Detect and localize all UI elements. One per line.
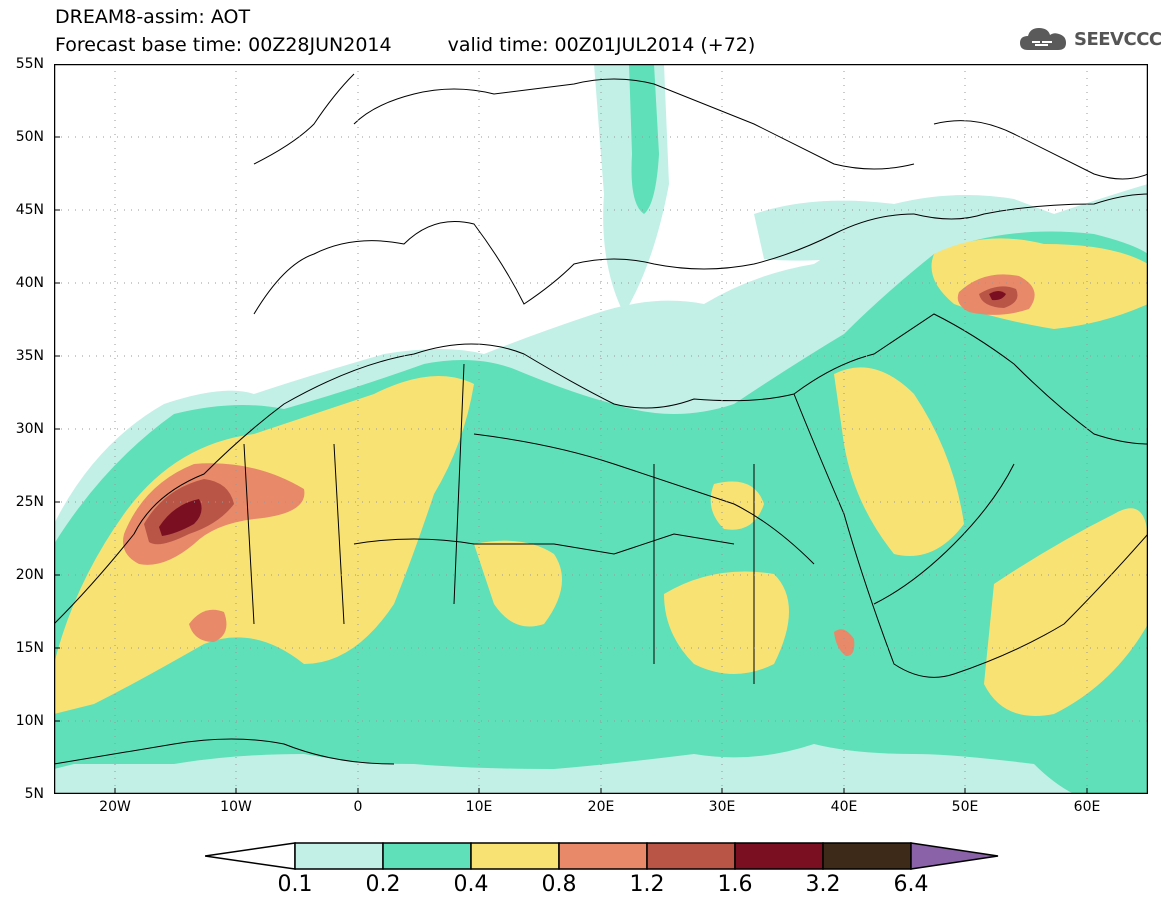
- lat-label-55n: 55N: [15, 56, 44, 72]
- lat-label-15n: 15N: [15, 640, 44, 656]
- aot-band-0.4-chad: [664, 571, 789, 674]
- aot-band-0.4-sahel: [474, 540, 562, 627]
- logo-text: SEEVCCC: [1074, 28, 1162, 50]
- aot-band-1.6-caspian: [989, 291, 1006, 301]
- aot-map: [54, 64, 1148, 794]
- lat-label-25n: 25N: [15, 494, 44, 510]
- colorbar-low-triangle: [205, 842, 296, 870]
- aot-band-0.1-caspian: [754, 195, 1054, 261]
- colorbar-segment-6: [734, 842, 824, 870]
- colorbar-segment-2: [382, 842, 472, 870]
- lat-label-20n: 20N: [15, 567, 44, 583]
- colorbar-label-1.6: 1.6: [717, 872, 753, 897]
- colorbar-segment-7: [822, 842, 912, 870]
- colorbar-label-0.4: 0.4: [453, 872, 489, 897]
- cloud-icon: [1020, 28, 1066, 50]
- colorbar-high-triangle: [910, 842, 999, 870]
- colorbar-label-0.8: 0.8: [541, 872, 577, 897]
- lon-label-20w: 20W: [99, 799, 131, 815]
- lat-label-10n: 10N: [15, 713, 44, 729]
- seevccc-logo: SEEVCCC: [1018, 24, 1162, 54]
- colorbar-label-0.2: 0.2: [365, 872, 401, 897]
- aot-band-0.4-yemen: [984, 508, 1148, 716]
- valid-time-label: valid time: 00Z01JUL2014 (+72): [447, 34, 756, 56]
- lon-label-60e: 60E: [1073, 799, 1101, 815]
- aot-band-0.4-west: [54, 376, 474, 714]
- lon-label-20e: 20E: [587, 799, 615, 815]
- base-time-label: Forecast base time: 00Z28JUN2014: [55, 34, 392, 56]
- aot-band-1.6: [159, 499, 202, 536]
- aot-band-0.8-mali: [189, 609, 227, 642]
- lon-label-10w: 10W: [220, 799, 252, 815]
- lon-label-10e: 10E: [465, 799, 493, 815]
- colorbar: [205, 842, 999, 870]
- lat-label-45n: 45N: [15, 202, 44, 218]
- colorbar-segment-4: [558, 842, 648, 870]
- colorbar-segment-3: [470, 842, 560, 870]
- lon-label-50e: 50E: [951, 799, 979, 815]
- lon-label-40e: 40E: [830, 799, 858, 815]
- map-title: DREAM8-assim: AOT: [55, 6, 251, 28]
- colorbar-label-0.1: 0.1: [277, 872, 313, 897]
- lat-label-50n: 50N: [15, 129, 44, 145]
- aot-band-0.8-eritrea: [834, 629, 855, 656]
- aot-shading: [54, 64, 1148, 794]
- colorbar-label-1.2: 1.2: [629, 872, 665, 897]
- aot-band-0.4-arabia: [834, 367, 964, 556]
- colorbar-label-3.2: 3.2: [805, 872, 841, 897]
- aot-band-0.2-north: [629, 64, 659, 214]
- lat-label-35n: 35N: [15, 348, 44, 364]
- coastlines: [54, 73, 1148, 765]
- colorbar-label-6.4: 6.4: [893, 872, 929, 897]
- lon-label-30e: 30E: [708, 799, 736, 815]
- lon-label-0: 0: [353, 799, 363, 815]
- colorbar-segment-1: [294, 842, 384, 870]
- gridlines: [54, 64, 1148, 794]
- lat-label-40n: 40N: [15, 275, 44, 291]
- time-info: Forecast base time: 00Z28JUN2014 valid ti…: [55, 35, 755, 55]
- colorbar-segment-5: [646, 842, 736, 870]
- map-border: [54, 64, 1148, 794]
- lat-label-30n: 30N: [15, 421, 44, 437]
- lat-label-5n: 5N: [24, 786, 44, 802]
